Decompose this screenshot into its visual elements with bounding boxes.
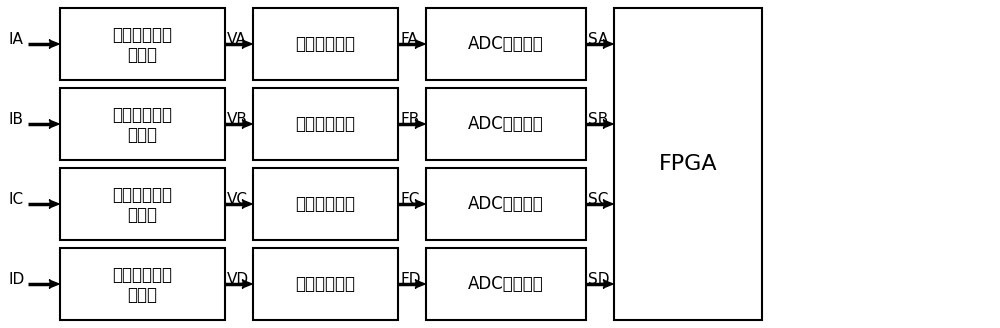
- FancyArrow shape: [603, 280, 613, 288]
- Text: 放大器: 放大器: [128, 206, 158, 224]
- FancyArrow shape: [415, 40, 425, 48]
- Text: VA: VA: [227, 32, 247, 48]
- Bar: [426, 8, 586, 80]
- FancyArrow shape: [49, 40, 59, 48]
- FancyArrow shape: [415, 120, 425, 128]
- Text: 电流灵敏前置: 电流灵敏前置: [112, 26, 173, 44]
- Text: SD: SD: [588, 273, 610, 288]
- Bar: [253, 88, 398, 160]
- Bar: [60, 8, 225, 80]
- FancyArrow shape: [49, 120, 59, 128]
- FancyArrow shape: [242, 200, 252, 208]
- Text: 电流灵敏前置: 电流灵敏前置: [112, 186, 173, 204]
- Text: VD: VD: [227, 273, 249, 288]
- Text: SC: SC: [588, 193, 608, 208]
- Text: FD: FD: [400, 273, 420, 288]
- Text: ADC模数变换: ADC模数变换: [468, 275, 544, 293]
- Text: ID: ID: [8, 273, 24, 288]
- FancyArrow shape: [49, 280, 59, 288]
- Text: IC: IC: [8, 193, 23, 208]
- FancyArrow shape: [603, 120, 613, 128]
- Text: 电流灵敏前置: 电流灵敏前置: [112, 266, 173, 284]
- FancyArrow shape: [242, 120, 252, 128]
- FancyArrow shape: [49, 200, 59, 208]
- Text: 滤波成形电路: 滤波成形电路: [296, 115, 356, 133]
- Bar: [614, 8, 762, 320]
- Text: ADC模数变换: ADC模数变换: [468, 35, 544, 53]
- Bar: [253, 168, 398, 240]
- Text: SA: SA: [588, 32, 608, 48]
- Text: FB: FB: [400, 113, 419, 128]
- Text: FPGA: FPGA: [659, 154, 717, 174]
- Text: 滤波成形电路: 滤波成形电路: [296, 275, 356, 293]
- Text: 放大器: 放大器: [128, 286, 158, 304]
- Bar: [253, 248, 398, 320]
- Text: 放大器: 放大器: [128, 46, 158, 64]
- Text: 放大器: 放大器: [128, 126, 158, 144]
- Text: FA: FA: [400, 32, 418, 48]
- Text: 滤波成形电路: 滤波成形电路: [296, 35, 356, 53]
- FancyArrow shape: [242, 280, 252, 288]
- Text: 滤波成形电路: 滤波成形电路: [296, 195, 356, 213]
- Bar: [60, 88, 225, 160]
- FancyArrow shape: [603, 200, 613, 208]
- Text: SB: SB: [588, 113, 608, 128]
- Bar: [253, 8, 398, 80]
- Text: IA: IA: [8, 32, 23, 48]
- Text: ADC模数变换: ADC模数变换: [468, 115, 544, 133]
- Text: FC: FC: [400, 193, 419, 208]
- Text: IB: IB: [8, 113, 23, 128]
- FancyArrow shape: [415, 200, 425, 208]
- Bar: [426, 88, 586, 160]
- Bar: [426, 168, 586, 240]
- Text: 电流灵敏前置: 电流灵敏前置: [112, 106, 173, 124]
- FancyArrow shape: [242, 40, 252, 48]
- FancyArrow shape: [415, 280, 425, 288]
- Text: VC: VC: [227, 193, 248, 208]
- Bar: [60, 168, 225, 240]
- Text: ADC模数变换: ADC模数变换: [468, 195, 544, 213]
- FancyArrow shape: [603, 40, 613, 48]
- Bar: [426, 248, 586, 320]
- Bar: [60, 248, 225, 320]
- Text: VB: VB: [227, 113, 248, 128]
